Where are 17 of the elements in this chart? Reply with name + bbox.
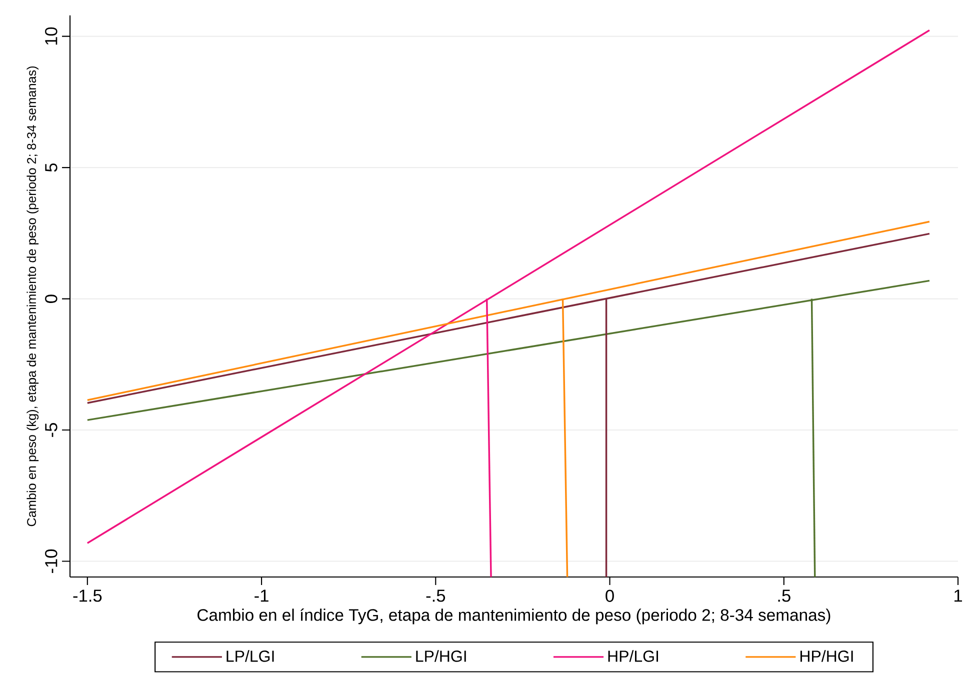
legend-label: LP/LGI — [226, 650, 274, 662]
x-tick-label: -1.5 — [73, 590, 102, 602]
legend-label: LP/HGI — [416, 650, 466, 662]
y-tick-label: 0 — [45, 294, 58, 303]
y-axis-title: Cambio en peso (kg), etapa de mantenimiento de peso (periodo 2; 8-34 semanas) — [26, 66, 39, 526]
legend-label: HP/LGI — [608, 650, 658, 662]
y-tick-label: 10 — [45, 27, 58, 45]
x-tick-label: -1 — [254, 590, 268, 602]
y-tick-label: -10 — [45, 549, 58, 574]
x-tick-label: -.5 — [426, 590, 446, 602]
x-tick-label: 1 — [954, 590, 962, 602]
legend-label: HP/HGI — [800, 650, 853, 662]
x-axis-title: Cambio en el índice TyG, etapa de mantenimiento de peso (periodo 2; 8-34 semanas) — [198, 608, 830, 624]
x-tick-label: 0 — [606, 590, 614, 602]
y-tick-label: 5 — [45, 163, 58, 172]
y-tick-label: -5 — [45, 423, 58, 437]
x-tick-label: .5 — [778, 590, 790, 602]
